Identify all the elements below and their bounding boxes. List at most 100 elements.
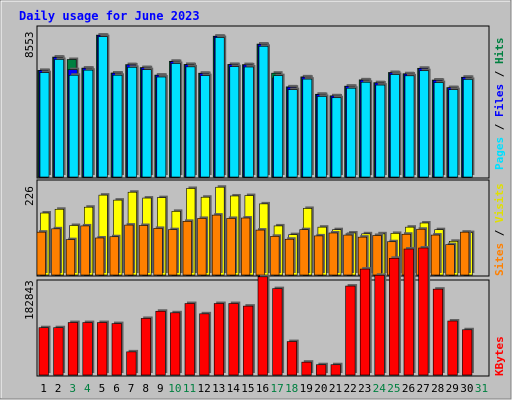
x-tick-label-day-19: 19 xyxy=(300,382,313,395)
bar-kbytes-day-8 xyxy=(140,318,151,376)
bar-sites-day-12 xyxy=(197,218,207,276)
bar-pages-day-13 xyxy=(214,37,225,178)
bar-kbytes-day-6 xyxy=(111,323,122,376)
bar-sites-day-24 xyxy=(372,235,382,276)
x-tick-label-day-15: 15 xyxy=(241,382,254,395)
legend-visits: Visits xyxy=(493,183,506,223)
bar-kbytes-day-9 xyxy=(155,310,166,376)
bar-kbytes-day-17 xyxy=(272,288,283,376)
bar-sites-day-19 xyxy=(299,229,309,276)
x-tick-label-day-30: 30 xyxy=(460,382,473,395)
max-label-kbytes: 182843 xyxy=(23,280,36,320)
legend-hits: Hits xyxy=(493,38,506,65)
x-tick-label-day-27: 27 xyxy=(416,382,429,395)
bar-kbytes-day-14 xyxy=(228,303,239,376)
bar-kbytes-day-3 xyxy=(67,322,78,376)
x-tick-label-day-22: 22 xyxy=(343,382,356,395)
x-tick-label-day-1: 1 xyxy=(40,382,47,395)
x-tick-label-day-31: 31 xyxy=(475,382,488,395)
bar-sites-day-9 xyxy=(153,228,163,276)
bar-kbytes-day-2 xyxy=(53,327,64,376)
bar-kbytes-day-26 xyxy=(403,248,414,376)
bar-pages-day-19 xyxy=(302,78,313,178)
bar-kbytes-day-12 xyxy=(199,313,210,376)
x-tick-label-day-6: 6 xyxy=(113,382,120,395)
bars-kbytes xyxy=(38,246,474,376)
x-tick-label-day-14: 14 xyxy=(227,382,241,395)
legend-pages-files-hits: Pages / Files / Hits xyxy=(493,38,506,171)
bar-pages-day-9 xyxy=(156,76,167,178)
legend-kbytes: KBytes xyxy=(493,336,506,376)
bar-sites-day-20 xyxy=(314,235,324,276)
bars-pages-files-hits xyxy=(37,33,475,178)
x-tick-label-day-10: 10 xyxy=(168,382,181,395)
bar-kbytes-day-27 xyxy=(418,247,429,376)
bar-pages-day-21 xyxy=(331,97,342,178)
bar-kbytes-day-15 xyxy=(243,305,254,376)
bar-kbytes-day-16 xyxy=(257,276,268,376)
bar-pages-day-30 xyxy=(463,79,473,178)
bar-sites-day-1 xyxy=(36,231,46,276)
bar-sites-day-28 xyxy=(430,234,441,276)
bar-pages-day-24 xyxy=(375,84,386,178)
bar-pages-day-3 xyxy=(68,74,79,178)
bar-pages-day-28 xyxy=(433,82,444,178)
bar-pages-day-26 xyxy=(404,75,415,178)
bar-pages-day-1 xyxy=(39,72,50,178)
max-label-visits-sites: 226 xyxy=(23,186,36,206)
bar-kbytes-day-10 xyxy=(170,312,181,376)
x-tick-label-day-8: 8 xyxy=(142,382,149,395)
bar-kbytes-day-4 xyxy=(82,322,93,376)
bar-sites-day-16 xyxy=(255,229,265,276)
bar-pages-day-23 xyxy=(360,81,371,178)
x-tick-label-day-21: 21 xyxy=(329,382,342,395)
x-tick-label-day-2: 2 xyxy=(55,382,62,395)
bar-pages-day-8 xyxy=(141,69,152,178)
x-tick-label-day-18: 18 xyxy=(285,382,298,395)
x-tick-label-day-23: 23 xyxy=(358,382,371,395)
bar-pages-day-6 xyxy=(112,74,123,178)
x-tick-label-day-20: 20 xyxy=(314,382,327,395)
x-tick-label-day-25: 25 xyxy=(387,382,400,395)
bar-pages-day-2 xyxy=(54,59,64,178)
bar-sites-day-11 xyxy=(182,221,192,276)
bar-pages-day-25 xyxy=(390,74,400,178)
bar-pages-day-5 xyxy=(98,36,108,178)
bar-kbytes-day-7 xyxy=(126,351,137,376)
x-tick-label-day-29: 29 xyxy=(446,382,459,395)
bar-sites-day-18 xyxy=(284,238,295,276)
bar-kbytes-day-20 xyxy=(316,364,327,376)
bar-pages-day-16 xyxy=(258,46,269,178)
bar-pages-day-29 xyxy=(448,89,459,178)
bar-kbytes-day-19 xyxy=(301,361,312,376)
bar-kbytes-day-5 xyxy=(97,322,108,376)
bar-pages-day-7 xyxy=(127,67,137,178)
legend-sites: Sites xyxy=(493,243,506,276)
legend-sites-visits: Sites / Visits xyxy=(493,183,506,276)
panel-frame-pages-files-hits xyxy=(36,25,490,179)
bar-pages-day-12 xyxy=(200,75,210,178)
bar-sites-day-6 xyxy=(109,236,119,276)
bar-sites-day-4 xyxy=(80,225,90,276)
bar-pages-day-17 xyxy=(273,75,283,178)
x-axis-day-labels: 1 2 3 4 5 6 7 8 9 10 11 12 13 14 15 16 17 18 19 20 21 22 23 24 2… xyxy=(40,382,488,395)
chart-title: Daily usage for June 2023 xyxy=(19,9,200,23)
bar-kbytes-day-21 xyxy=(330,364,341,376)
bar-kbytes-day-18 xyxy=(286,341,298,376)
x-tick-label-day-7: 7 xyxy=(128,382,135,395)
bar-sites-day-10 xyxy=(168,229,178,276)
x-tick-label-day-5: 5 xyxy=(99,382,106,395)
legend-files: Files xyxy=(493,84,506,117)
bar-pages-day-11 xyxy=(185,66,196,178)
bar-kbytes-day-28 xyxy=(432,288,444,376)
legend-slash-2: / xyxy=(493,70,506,77)
bar-sites-day-5 xyxy=(95,237,105,276)
bar-kbytes-day-24 xyxy=(374,274,385,376)
x-tick-label-day-4: 4 xyxy=(84,382,91,395)
x-tick-label-day-3: 3 xyxy=(69,382,76,395)
bar-pages-day-27 xyxy=(419,70,429,178)
legend-pages: Pages xyxy=(493,137,506,170)
x-tick-label-day-11: 11 xyxy=(183,382,196,395)
